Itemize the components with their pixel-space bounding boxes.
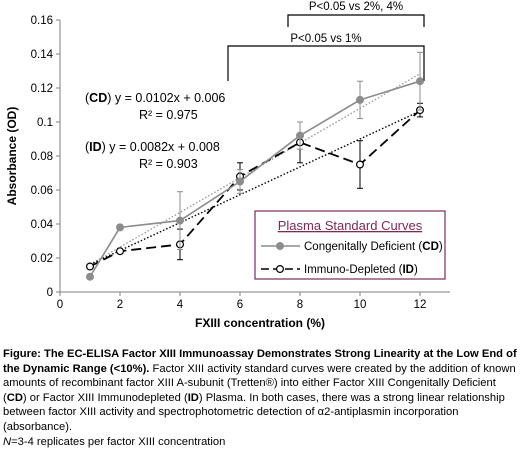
y-axis-title: Absorbance (OD) [5, 107, 19, 206]
x-tick-label: 0 [57, 299, 63, 311]
caption-cd: CD [6, 391, 23, 404]
equations: (CD) y = 0.0102x + 0.006 R² = 0.975 (ID) y… [85, 91, 225, 171]
data-point [85, 272, 94, 281]
figure-caption: Figure: The EC-ELISA Factor XIII Immunoa… [3, 347, 517, 449]
caption-body-4: =3-4 replicates per factor XIII concentr… [11, 435, 226, 448]
legend-marker-0 [276, 242, 285, 251]
trendline-id [89, 110, 421, 266]
x-tick-label: 2 [117, 299, 123, 311]
series [85, 51, 425, 281]
significance-label-1: P<0.05 vs 1% [290, 33, 361, 45]
data-point [176, 216, 185, 225]
data-point [356, 95, 365, 104]
data-point [85, 262, 94, 271]
significance-bracket-1 [227, 45, 425, 81]
y-tick-label: 0.04 [31, 219, 54, 231]
axes: 0 0.02 0.04 0.06 0.08 0.1 0.12 0.14 0.16 0 2 4 6 8 10 1… [5, 15, 450, 330]
data-point [115, 247, 124, 256]
caption-n: N [3, 435, 12, 448]
x-tick-label: 6 [237, 299, 243, 311]
equation-1: (ID) y = 0.0082x + 0.008 [85, 140, 220, 154]
equation-0: (CD) y = 0.0102x + 0.006 [85, 91, 225, 105]
trendlines [89, 73, 421, 266]
y-tick-label: 0.08 [31, 151, 53, 163]
x-tick-label: 12 [414, 299, 427, 311]
trendline-cd [89, 73, 421, 266]
legend-box [254, 210, 446, 280]
x-tick-label: 4 [177, 299, 184, 311]
y-tick-label: 0 [47, 287, 53, 299]
legend-marker-1 [276, 265, 285, 274]
chart: P<0.05 vs 2%, 4% P<0.05 vs 1% 0 0.02 0.04 0.… [5, 1, 450, 330]
x-tick-label: 8 [297, 299, 303, 311]
y-tick-label: 0.16 [31, 15, 53, 27]
legend: Plasma Standard Curves Congenitally Defic… [254, 210, 446, 280]
significance-bracket-0 [287, 14, 425, 27]
y-tick-label: 0.1 [37, 117, 53, 129]
data-point [236, 177, 245, 186]
data-point [115, 223, 124, 232]
caption-body-3: ) Plasma. In both cases, there was a str… [3, 391, 505, 433]
x-axis-title: FXIII concentration (%) [195, 316, 325, 330]
caption-body-1: Factor XIII activity standard curves wer… [3, 362, 516, 404]
caption-body-2: ) or Factor XIII Immunodepleted ( [22, 391, 188, 404]
y-tick-label: 0.06 [31, 185, 53, 197]
legend-title: Plasma Standard Curves [278, 218, 423, 233]
caption-id: ID [187, 391, 199, 404]
significance-brackets: P<0.05 vs 2%, 4% P<0.05 vs 1% [227, 1, 425, 81]
r-squared-1: R² = 0.903 [139, 157, 198, 171]
significance-label-0: P<0.05 vs 2%, 4% [309, 1, 403, 13]
y-tick-label: 0.14 [31, 49, 54, 61]
legend-label-1: Immuno-Depleted (ID) [304, 264, 418, 276]
legend-label-0: Congenitally Deficient (CD) [304, 241, 443, 253]
data-point [416, 77, 425, 86]
y-tick-label: 0.02 [31, 253, 53, 265]
data-point [356, 160, 365, 169]
y-tick-label: 0.12 [31, 83, 53, 95]
r-squared-0: R² = 0.975 [139, 108, 198, 122]
x-tick-label: 10 [354, 299, 367, 311]
data-point [296, 131, 305, 140]
caption-title: Figure: The EC-ELISA Factor XIII Immunoa… [3, 348, 517, 375]
